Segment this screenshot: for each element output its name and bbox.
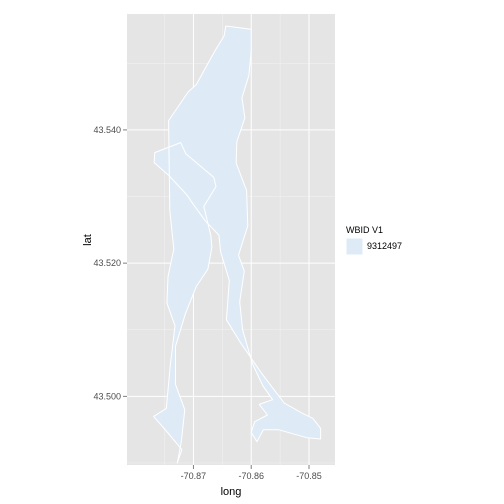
lake-polygon — [153, 25, 322, 464]
y-axis-title: lat — [82, 234, 94, 246]
legend-key-9312497 — [345, 237, 364, 256]
x-tick-label: -70.85 — [296, 471, 322, 481]
x-axis-title: long — [221, 486, 242, 498]
y-tick-label: 43.520 — [93, 258, 121, 268]
legend: WBID V1 9312497 — [345, 225, 402, 256]
y-tick-label: 43.540 — [93, 125, 121, 135]
axis-ticks: -70.87 -70.86 -70.85 43.500 43.520 43.540 — [93, 125, 321, 481]
legend-label-9312497: 9312497 — [367, 241, 402, 251]
legend-title: WBID V1 — [346, 225, 383, 235]
y-tick-label: 43.500 — [93, 391, 121, 401]
x-tick-label: -70.86 — [238, 471, 264, 481]
x-tick-label: -70.87 — [181, 471, 207, 481]
